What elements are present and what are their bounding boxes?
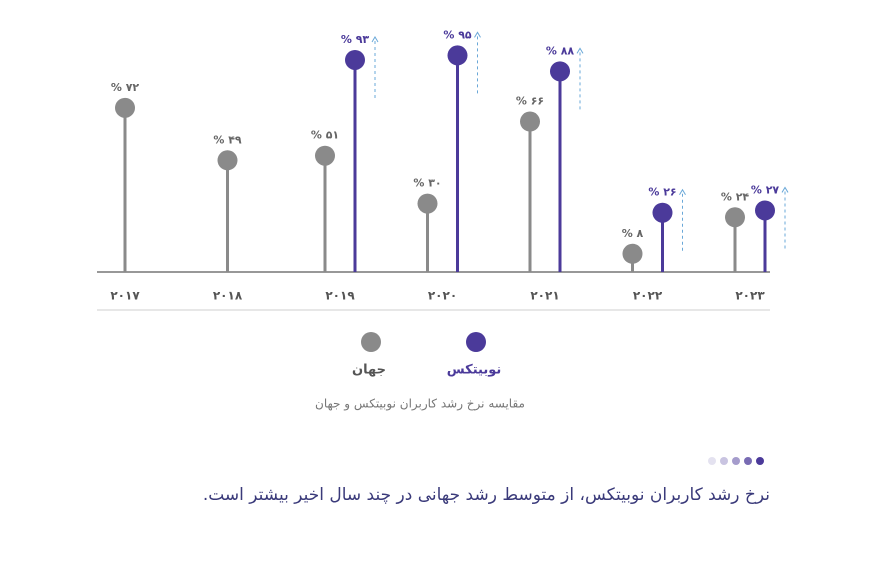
- dot: [622, 243, 643, 264]
- x-tick-label: ۲۰۲۳: [735, 289, 765, 303]
- value-label: % ۲۶: [648, 186, 676, 199]
- dot: [755, 200, 775, 221]
- dot: [417, 193, 438, 214]
- chart-subtitle: نرخ رشد کاربران نوبیتکس، از متوسط رشد جه…: [203, 485, 770, 505]
- value-label: % ۲۴: [721, 190, 750, 203]
- legend-swatch: [361, 332, 381, 352]
- value-label: % ۸۸: [546, 44, 575, 57]
- growth-arrowhead: [474, 31, 481, 38]
- value-label: % ۲۷: [751, 183, 780, 196]
- value-label: % ۵۱: [311, 129, 339, 142]
- x-tick-label: ۲۰۲۰: [428, 289, 457, 303]
- dot: [217, 150, 238, 171]
- dot: [115, 97, 135, 118]
- x-tick-label: ۲۰۱۷: [110, 289, 140, 303]
- growth-arrowhead: [371, 35, 379, 43]
- growth-arrowhead: [781, 186, 789, 193]
- value-label: % ۷۲: [111, 81, 140, 94]
- dot: [652, 202, 673, 223]
- value-label: % ۳۰: [413, 177, 441, 190]
- chart-title: مقایسه نرخ رشد کاربران نوبیتکس و جهان: [315, 397, 525, 412]
- legend-label: نوبیتکس: [447, 363, 501, 378]
- dot: [447, 45, 468, 66]
- x-tick-label: ۲۰۲۱: [530, 289, 559, 303]
- value-label: % ۶۶: [516, 95, 544, 108]
- x-tick-label: ۲۰۲۲: [633, 289, 663, 303]
- dot: [315, 145, 335, 166]
- value-label: % ۹۵: [443, 28, 472, 41]
- value-label: % ۹۳: [341, 33, 370, 46]
- dot: [725, 207, 745, 228]
- dot: [345, 49, 365, 70]
- growth-arrowhead: [576, 47, 584, 54]
- value-label: % ۴۹: [213, 133, 242, 146]
- dot: [520, 111, 540, 132]
- pager-dots: [708, 457, 764, 465]
- legend-swatch: [466, 332, 486, 352]
- dot: [550, 61, 570, 82]
- value-label: % ۸: [622, 227, 644, 240]
- growth-arrowhead: [679, 188, 686, 195]
- x-tick-label: ۲۰۱۸: [213, 289, 243, 303]
- x-tick-label: ۲۰۱۹: [325, 289, 355, 303]
- legend-label: جهان: [352, 363, 386, 378]
